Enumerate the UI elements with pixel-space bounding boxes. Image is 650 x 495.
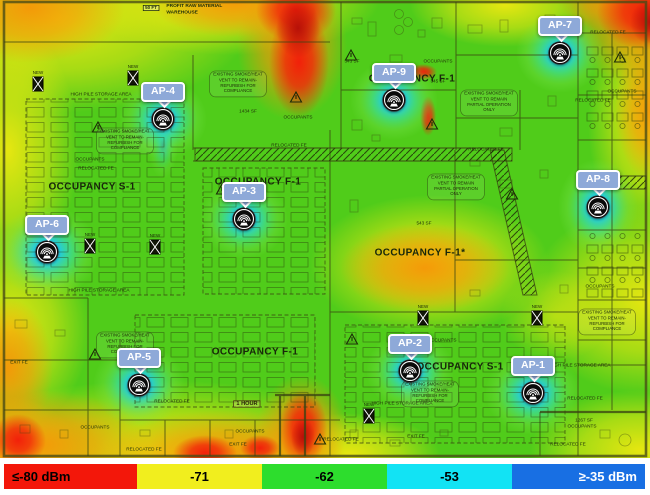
fire-extinguisher-icon: NEW xyxy=(84,232,96,254)
fire-extinguisher-icon: NEW xyxy=(127,64,139,86)
svg-text:NEW: NEW xyxy=(33,70,44,75)
ap-icon-glyph xyxy=(586,195,610,219)
warning-triangle-icon xyxy=(345,332,359,345)
access-point-icon[interactable] xyxy=(382,88,406,112)
ap-label[interactable]: AP-4 xyxy=(141,82,185,102)
warning-triangle-icon xyxy=(425,117,439,130)
warning-triangle-icon xyxy=(344,48,358,61)
legend-segment: ≤-80 dBm xyxy=(4,464,137,489)
warning-triangle-icon xyxy=(505,187,519,200)
legend-segment: -71 xyxy=(137,464,262,489)
fire-extinguisher-icon: NEW xyxy=(149,233,161,255)
fire-extinguisher-icon: NEW xyxy=(32,70,44,92)
ap-label[interactable]: AP-3 xyxy=(222,182,266,202)
access-point-icon[interactable] xyxy=(232,207,256,231)
ap-label[interactable]: AP-5 xyxy=(117,348,161,368)
access-point-icon[interactable] xyxy=(521,381,545,405)
svg-text:NEW: NEW xyxy=(85,232,96,237)
plan-symbols: NEW NEW NEW NEW NEW NEW NEW xyxy=(32,48,627,445)
fire-extinguisher-icon: NEW xyxy=(363,402,375,424)
ap-icon-glyph xyxy=(521,381,545,405)
access-point-icon[interactable] xyxy=(586,195,610,219)
access-point-icon[interactable] xyxy=(398,359,422,383)
heatmap-canvas: NEW NEW NEW NEW NEW NEW NEW xyxy=(0,0,650,458)
ap-label[interactable]: AP-1 xyxy=(511,356,555,376)
ap-icon-glyph xyxy=(127,373,151,397)
signal-strength-legend: ≤-80 dBm -71 -62 -53 ≥-35 dBm xyxy=(4,464,645,489)
ap-label[interactable]: AP-9 xyxy=(372,63,416,83)
ap-icon-glyph xyxy=(398,359,422,383)
legend-segment: -53 xyxy=(387,464,512,489)
warning-triangle-icon xyxy=(313,432,327,445)
access-point-icon[interactable] xyxy=(548,41,572,65)
fire-extinguisher-icon: NEW xyxy=(417,304,429,326)
svg-text:NEW: NEW xyxy=(418,304,429,309)
fire-extinguisher-icon: NEW xyxy=(531,304,543,326)
ap-icon-glyph xyxy=(548,41,572,65)
ap-icon-glyph xyxy=(35,240,59,264)
ap-icon-glyph xyxy=(232,207,256,231)
ap-label[interactable]: AP-7 xyxy=(538,16,582,36)
svg-text:NEW: NEW xyxy=(150,233,161,238)
warning-triangle-icon xyxy=(613,50,627,63)
ap-label[interactable]: AP-6 xyxy=(25,215,69,235)
access-point-icon[interactable] xyxy=(127,373,151,397)
ap-icon-glyph xyxy=(382,88,406,112)
svg-text:NEW: NEW xyxy=(364,402,375,407)
legend-segment: ≥-35 dBm xyxy=(512,464,645,489)
access-point-icon[interactable] xyxy=(35,240,59,264)
ap-icon-glyph xyxy=(151,107,175,131)
access-point-markers: AP-1 AP-2 AP-3 AP-4 AP-5 AP-6 AP-7 AP-8 AP-9 xyxy=(25,16,620,405)
access-point-icon[interactable] xyxy=(151,107,175,131)
warning-triangle-icon xyxy=(289,90,303,103)
warning-triangle-icon xyxy=(88,347,102,360)
ap-label[interactable]: AP-2 xyxy=(388,334,432,354)
floorplan-heatmap: NEW NEW NEW NEW NEW NEW NEW PROFIT RAW MATERIA… xyxy=(0,0,650,458)
ap-label[interactable]: AP-8 xyxy=(576,170,620,190)
svg-text:NEW: NEW xyxy=(532,304,543,309)
legend-segment: -62 xyxy=(262,464,387,489)
svg-text:NEW: NEW xyxy=(128,64,139,69)
